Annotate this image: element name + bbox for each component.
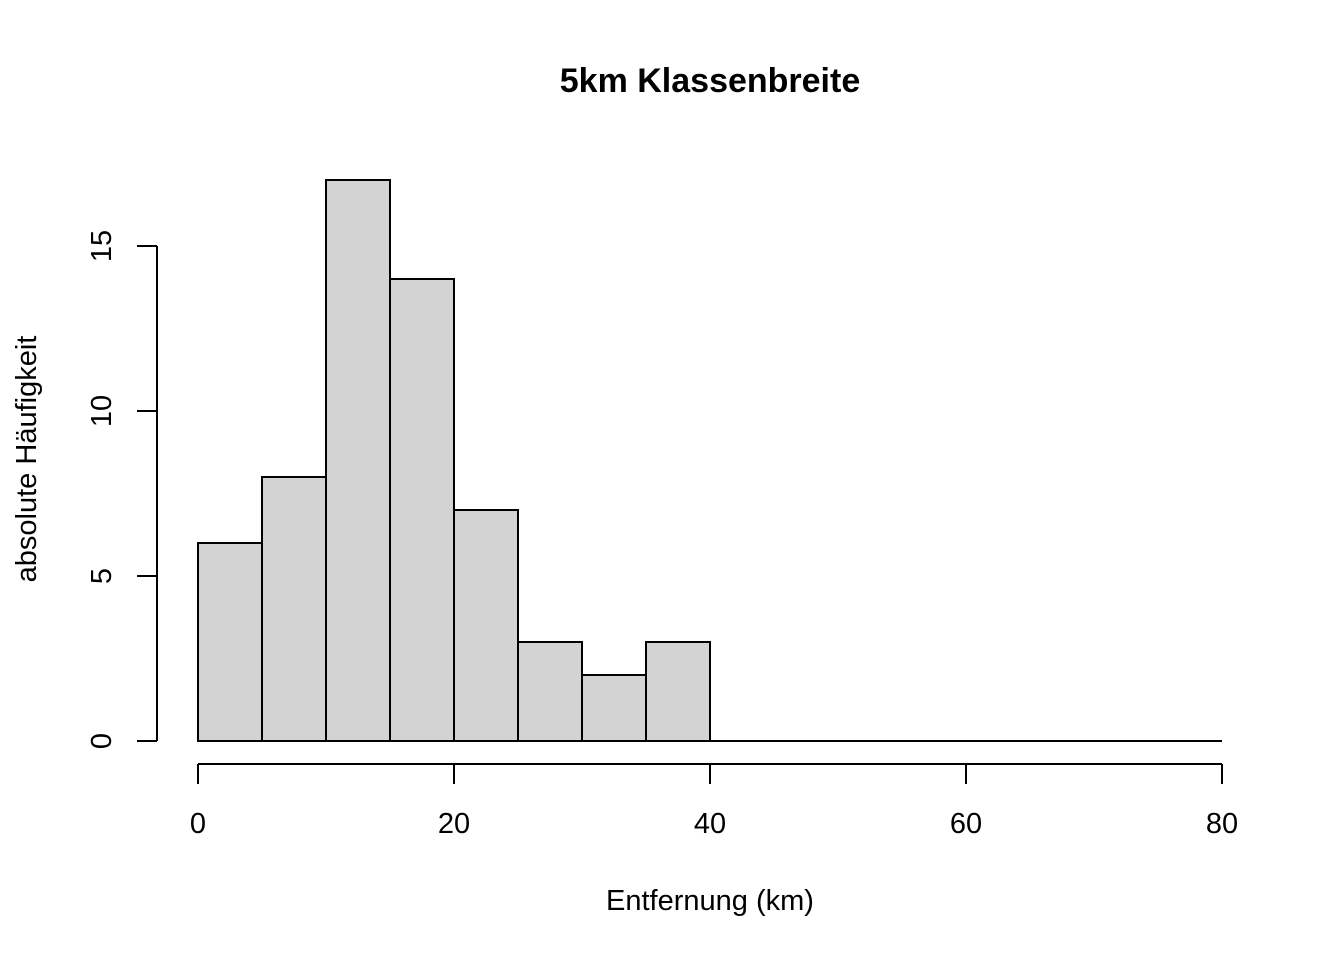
histogram-bar: [197, 542, 263, 742]
y-tick-label: 0: [86, 733, 118, 749]
x-tick-label: 80: [1206, 808, 1238, 840]
x-tick-label: 40: [694, 808, 726, 840]
y-axis: 0 5 10 15: [86, 230, 158, 749]
x-tick-label: 0: [190, 808, 206, 840]
histogram-bar: [325, 179, 391, 742]
y-tick-label: 15: [86, 230, 118, 262]
chart-title: 5km Klassenbreite: [560, 62, 861, 100]
x-axis: 0 20 40 60 80: [190, 763, 1238, 840]
histogram-bar: [645, 641, 711, 742]
y-tick-label: 5: [86, 568, 118, 584]
y-axis-label: absolute Häufigkeit: [11, 336, 43, 583]
histogram-bar: [581, 674, 647, 742]
x-tick-label: 20: [438, 808, 470, 840]
histogram-bar: [517, 641, 583, 742]
x-axis-label: Entfernung (km): [606, 885, 814, 917]
bars-group: [197, 179, 1222, 742]
histogram-bar: [389, 278, 455, 742]
histogram-bar: [261, 476, 327, 742]
histogram-bar: [453, 509, 519, 742]
x-tick-label: 60: [950, 808, 982, 840]
y-tick-label: 10: [86, 395, 118, 427]
